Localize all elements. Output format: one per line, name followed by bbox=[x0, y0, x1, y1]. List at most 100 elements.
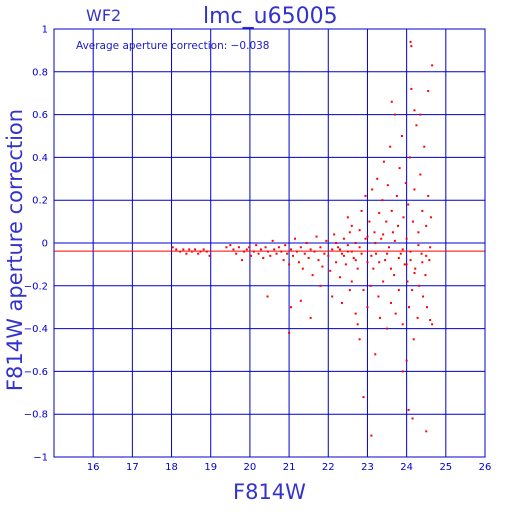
data-point bbox=[424, 274, 427, 277]
data-point bbox=[337, 246, 340, 249]
data-point bbox=[409, 259, 412, 262]
data-point bbox=[382, 160, 385, 163]
data-point bbox=[313, 250, 316, 253]
data-point bbox=[414, 267, 417, 270]
data-point bbox=[299, 299, 302, 302]
x-tick-label: 24 bbox=[400, 462, 413, 473]
data-point bbox=[390, 100, 393, 103]
y-tick-label: −1 bbox=[33, 453, 48, 464]
chart-title: lmc_u65005 bbox=[203, 4, 338, 29]
data-point bbox=[197, 252, 200, 255]
data-point bbox=[282, 259, 285, 262]
y-tick-label: −0.8 bbox=[24, 410, 48, 421]
y-tick-label: 0 bbox=[42, 239, 48, 250]
data-point bbox=[266, 250, 269, 253]
data-point bbox=[391, 231, 394, 234]
data-point bbox=[185, 252, 188, 255]
data-point bbox=[232, 248, 235, 251]
x-tick-label: 23 bbox=[361, 462, 374, 473]
data-point bbox=[319, 284, 322, 287]
data-point bbox=[352, 256, 355, 259]
data-point bbox=[339, 276, 342, 279]
data-point bbox=[241, 259, 244, 262]
data-point bbox=[329, 269, 332, 272]
data-point bbox=[407, 203, 410, 206]
data-point bbox=[358, 338, 361, 341]
data-point bbox=[280, 250, 283, 253]
data-point bbox=[356, 267, 359, 270]
data-point bbox=[400, 135, 403, 137]
data-point bbox=[354, 312, 357, 315]
data-point bbox=[371, 188, 374, 191]
data-point bbox=[323, 252, 326, 255]
data-point bbox=[348, 231, 351, 234]
data-point bbox=[381, 199, 384, 202]
data-point bbox=[262, 256, 265, 259]
data-point bbox=[421, 261, 424, 264]
data-point bbox=[335, 242, 338, 244]
data-point bbox=[188, 248, 191, 251]
data-point bbox=[399, 252, 402, 255]
data-point bbox=[243, 250, 246, 253]
data-point bbox=[269, 254, 272, 257]
data-point bbox=[384, 259, 387, 262]
data-point bbox=[248, 246, 251, 249]
data-point bbox=[375, 252, 378, 255]
data-point bbox=[293, 237, 296, 240]
data-point bbox=[307, 256, 310, 259]
data-point bbox=[382, 233, 385, 236]
data-point bbox=[292, 254, 295, 257]
data-point bbox=[385, 220, 388, 223]
data-point bbox=[171, 246, 174, 249]
data-point bbox=[288, 263, 291, 266]
data-point bbox=[205, 250, 208, 253]
data-point bbox=[342, 254, 345, 257]
plot-frame bbox=[53, 28, 486, 458]
data-point bbox=[295, 250, 298, 253]
x-tick-label: 25 bbox=[439, 462, 452, 473]
x-axis-label: F814W bbox=[233, 480, 306, 504]
data-point bbox=[376, 177, 379, 180]
data-point bbox=[411, 220, 414, 223]
data-point bbox=[401, 370, 404, 373]
data-point bbox=[350, 280, 353, 283]
data-point bbox=[202, 248, 205, 251]
data-point bbox=[393, 113, 396, 116]
data-point bbox=[409, 40, 412, 43]
data-point bbox=[370, 254, 373, 257]
data-point bbox=[369, 284, 372, 287]
data-point bbox=[245, 248, 248, 251]
data-point bbox=[190, 250, 193, 253]
data-point bbox=[429, 246, 432, 249]
y-tick-label: −0.2 bbox=[24, 281, 48, 292]
data-point bbox=[405, 359, 408, 362]
data-point bbox=[331, 248, 334, 251]
data-point bbox=[393, 274, 396, 277]
data-point bbox=[273, 248, 276, 251]
data-point bbox=[179, 250, 182, 253]
data-point bbox=[335, 261, 338, 264]
data-point bbox=[397, 224, 400, 227]
data-point bbox=[346, 216, 349, 219]
data-point bbox=[350, 224, 353, 227]
y-tick-label: 0.2 bbox=[32, 196, 48, 207]
data-point bbox=[255, 244, 258, 247]
data-point bbox=[368, 220, 371, 223]
average-annotation: Average aperture correction: −0.038 bbox=[76, 40, 270, 52]
data-point bbox=[412, 338, 415, 341]
data-point bbox=[413, 188, 416, 191]
y-axis-label-wrap: F814W aperture correction bbox=[2, 100, 28, 400]
data-point bbox=[362, 289, 365, 292]
data-point bbox=[208, 254, 211, 257]
x-tick-label: 22 bbox=[322, 462, 335, 473]
panel-label: WF2 bbox=[86, 6, 122, 25]
data-point bbox=[421, 209, 424, 212]
data-point bbox=[429, 319, 432, 322]
data-point bbox=[250, 254, 253, 257]
data-point bbox=[317, 259, 320, 262]
data-point bbox=[331, 295, 334, 298]
data-point bbox=[389, 145, 392, 148]
data-point bbox=[404, 182, 407, 185]
data-point bbox=[377, 295, 380, 298]
